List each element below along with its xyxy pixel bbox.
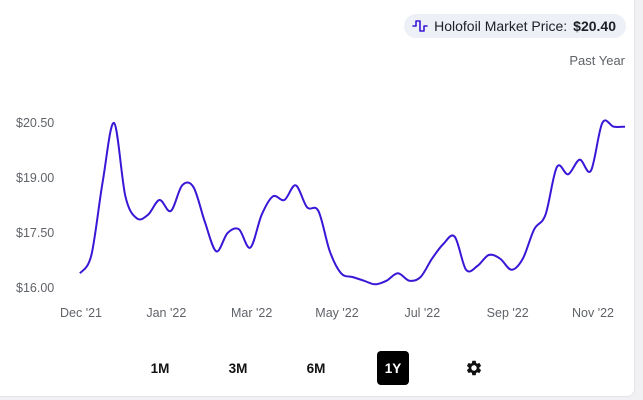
x-tick-label: May '22 (315, 306, 358, 320)
price-data-point[interactable] (362, 279, 366, 283)
price-data-point[interactable] (600, 121, 604, 125)
price-data-point[interactable] (453, 235, 457, 239)
x-tick-label: Jan '22 (146, 306, 186, 320)
price-data-point[interactable] (419, 275, 423, 279)
range-3m-button[interactable]: 3M (228, 360, 248, 376)
price-data-point[interactable] (146, 213, 150, 217)
market-price-label: Holofoil Market Price: (434, 18, 568, 34)
price-data-point[interactable] (123, 194, 127, 198)
range-1m-button[interactable]: 1M (150, 360, 170, 376)
price-data-point[interactable] (385, 279, 389, 283)
y-tick-label: $17.50 (16, 226, 54, 240)
price-data-point[interactable] (589, 169, 593, 173)
price-data-point[interactable] (78, 271, 82, 275)
price-data-point[interactable] (282, 198, 286, 202)
price-data-point[interactable] (555, 165, 559, 169)
price-data-point[interactable] (521, 257, 525, 261)
x-tick-label: Nov '22 (572, 306, 614, 320)
price-data-point[interactable] (328, 249, 332, 253)
price-data-point[interactable] (475, 264, 479, 268)
market-price-value: $20.40 (573, 18, 616, 34)
price-data-point[interactable] (135, 216, 139, 220)
x-tick-label: Dec '21 (60, 306, 102, 320)
price-data-point[interactable] (214, 249, 218, 253)
price-data-point[interactable] (237, 227, 241, 231)
price-data-point[interactable] (578, 158, 582, 162)
price-data-point[interactable] (566, 172, 570, 176)
y-tick-label: $19.00 (16, 171, 54, 185)
price-data-point[interactable] (260, 213, 264, 217)
period-label: Past Year (569, 53, 625, 68)
price-data-point[interactable] (510, 268, 514, 272)
price-data-point[interactable] (101, 180, 105, 184)
price-data-point[interactable] (407, 279, 411, 283)
price-data-point[interactable] (305, 205, 309, 209)
pulse-icon (412, 20, 428, 32)
price-data-point[interactable] (532, 227, 536, 231)
range-selector: 1M 3M 6M 1Y (0, 351, 634, 385)
price-data-point[interactable] (294, 183, 298, 187)
price-data-point[interactable] (623, 125, 627, 129)
price-data-point[interactable] (226, 231, 230, 235)
price-data-point[interactable] (487, 253, 491, 257)
price-data-point[interactable] (464, 268, 468, 272)
price-data-point[interactable] (89, 253, 93, 257)
price-data-point[interactable] (112, 121, 116, 125)
price-data-point[interactable] (158, 198, 162, 202)
price-data-point[interactable] (373, 282, 377, 286)
y-tick-label: $16.00 (16, 281, 54, 295)
price-data-point[interactable] (396, 271, 400, 275)
gear-icon[interactable] (465, 359, 483, 377)
price-data-point[interactable] (271, 194, 275, 198)
price-chart: $16.00 $17.50 $19.00 $20.50 Dec '21 Jan '22 Ma… (16, 116, 627, 320)
price-data-point[interactable] (612, 125, 616, 129)
x-tick-label: Sep '22 (487, 306, 529, 320)
range-6m-button[interactable]: 6M (306, 360, 326, 376)
price-data-point[interactable] (169, 209, 173, 213)
price-data-point[interactable] (498, 257, 502, 261)
y-tick-label: $20.50 (16, 116, 54, 130)
range-1y-button[interactable]: 1Y (377, 351, 409, 385)
x-tick-label: Jul '22 (404, 306, 440, 320)
price-data-point[interactable] (441, 242, 445, 246)
price-data-point[interactable] (248, 246, 252, 250)
price-data-point[interactable] (430, 257, 434, 261)
market-price-badge: Holofoil Market Price: $20.40 (404, 14, 626, 38)
price-data-point[interactable] (192, 185, 196, 189)
price-data-point[interactable] (316, 209, 320, 213)
price-data-point[interactable] (180, 183, 184, 187)
price-data-point[interactable] (339, 271, 343, 275)
price-series-line (79, 119, 626, 286)
price-data-point[interactable] (544, 213, 548, 217)
price-data-point[interactable] (351, 275, 355, 279)
x-tick-label: Mar '22 (231, 306, 272, 320)
price-data-point[interactable] (203, 220, 207, 224)
